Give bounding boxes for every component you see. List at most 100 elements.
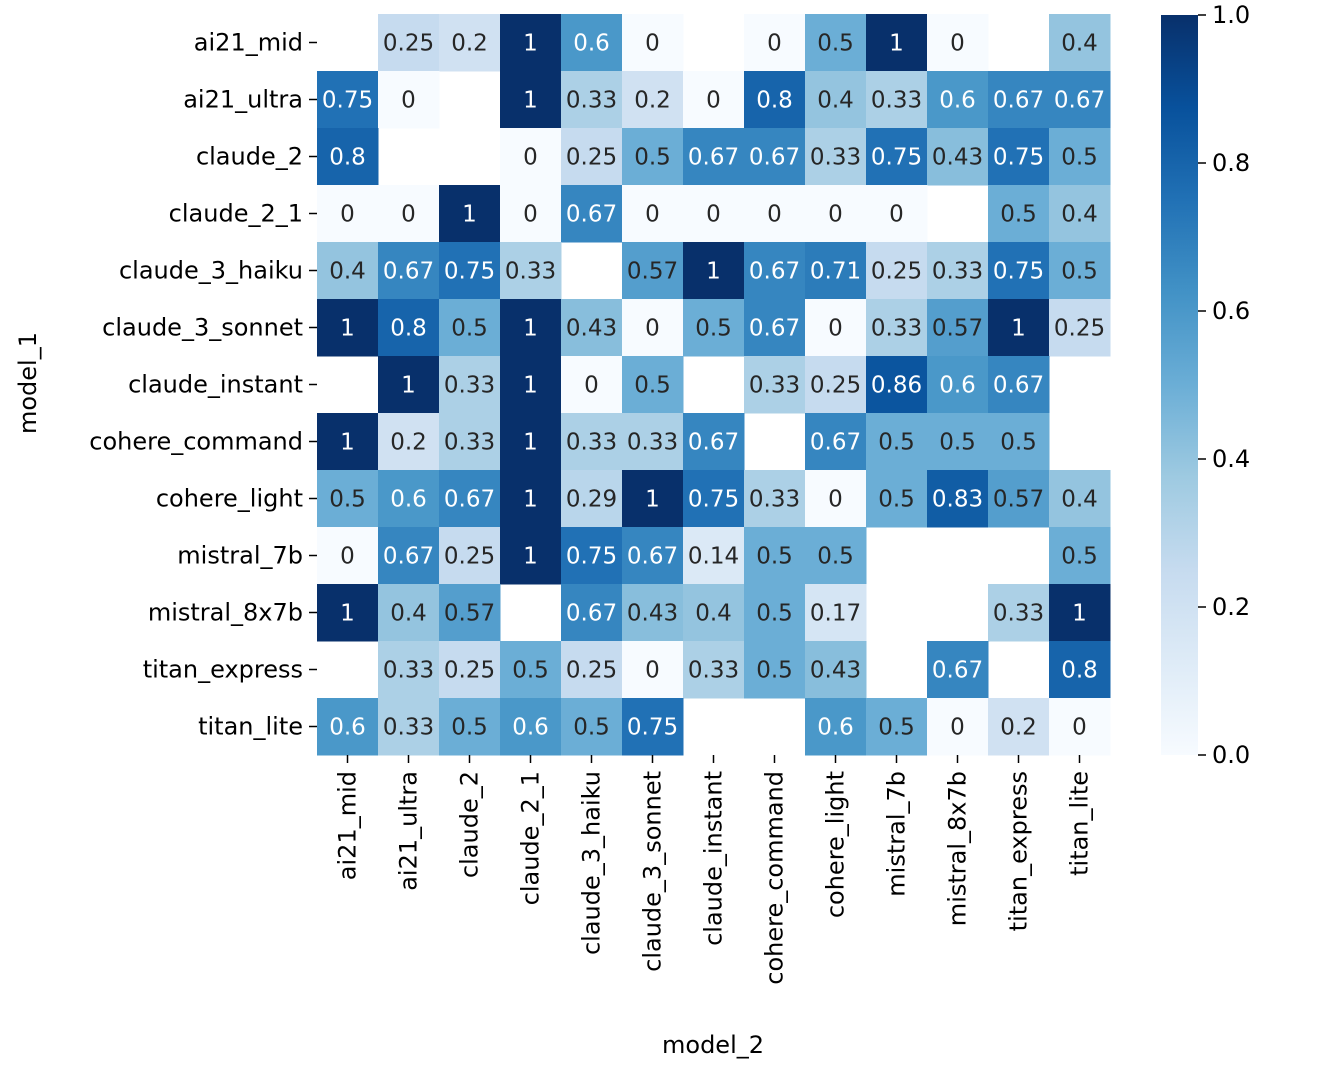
heatmap-cell [866, 14, 928, 72]
colorbar-tick-label: 0.0 [1212, 741, 1250, 769]
cell-value-label: 0.33 [383, 658, 434, 684]
cell-value-label: 0 [340, 202, 355, 228]
heatmap-cell [683, 242, 745, 300]
cell-value-label: 0 [889, 202, 904, 228]
cell-value-label: 0.75 [993, 259, 1044, 285]
heatmap-cell [988, 698, 1050, 756]
heatmap-cell [561, 356, 623, 414]
cell-value-label: 0.67 [749, 316, 800, 342]
cell-value-label: 0.2 [1000, 715, 1037, 741]
x-tick-label: titan_lite [1066, 771, 1094, 876]
cell-value-label: 0.33 [688, 658, 739, 684]
heatmap-cell [805, 299, 867, 357]
cell-value-label: 0.25 [566, 145, 617, 171]
cell-value-label: 0.67 [993, 88, 1044, 114]
heatmap-cell [866, 413, 928, 471]
cell-value-label: 0 [706, 202, 721, 228]
heatmap-cell [1049, 698, 1111, 756]
heatmap-cell [378, 185, 440, 243]
cell-value-label: 0.5 [878, 715, 915, 741]
heatmap-cell [1049, 185, 1111, 243]
cell-value-label: 0.43 [932, 145, 983, 171]
heatmap-cell [622, 698, 684, 756]
heatmap-cell [988, 242, 1050, 300]
heatmap-cell [988, 413, 1050, 471]
heatmap-cell [500, 185, 562, 243]
heatmap-cell [866, 470, 928, 528]
heatmap-cell [378, 413, 440, 471]
cell-value-label: 0.6 [817, 715, 854, 741]
heatmap-cell [927, 698, 989, 756]
cell-value-label: 0.5 [878, 430, 915, 456]
cell-value-label: 0.4 [1061, 487, 1098, 513]
cell-value-label: 0.5 [634, 145, 671, 171]
cell-value-label: 0.5 [695, 316, 732, 342]
heatmap-cell [378, 470, 440, 528]
cell-value-label: 0.75 [993, 145, 1044, 171]
cell-value-label: 0.33 [932, 259, 983, 285]
cell-value-label: 0.6 [573, 31, 610, 57]
heatmap-cell [317, 299, 379, 357]
heatmap-cell [561, 14, 623, 72]
heatmap-cell [805, 242, 867, 300]
heatmap-cell [439, 14, 501, 72]
heatmap-cell [500, 413, 562, 471]
heatmap-cell [805, 185, 867, 243]
cell-value-label: 0 [828, 487, 843, 513]
cell-value-label: 0.75 [688, 487, 739, 513]
heatmap-cell [1049, 242, 1111, 300]
cell-value-label: 0 [767, 202, 782, 228]
cell-value-label: 0.8 [756, 88, 793, 114]
heatmap-cell [866, 299, 928, 357]
x-axis: ai21_mid ai21_ultra claude_2 claude_2_1 clau… [334, 755, 1094, 985]
cell-value-label: 1 [1072, 601, 1087, 627]
cell-value-label: 0 [584, 373, 599, 399]
heatmap-cell [622, 185, 684, 243]
heatmap-cell [927, 242, 989, 300]
y-tick-label: cohere_light [156, 485, 303, 513]
cell-value-label: 0.5 [1000, 430, 1037, 456]
cell-value-label: 0.5 [634, 373, 671, 399]
cell-value-label: 0 [523, 145, 538, 171]
heatmap-cell [805, 470, 867, 528]
heatmap-cell [622, 14, 684, 72]
heatmap-cell [1049, 299, 1111, 357]
colorbar-tick-label: 0.2 [1212, 593, 1250, 621]
cell-value-label: 0.6 [390, 487, 427, 513]
heatmap-cell [317, 128, 379, 186]
heatmap-cell [988, 71, 1050, 129]
heatmap-cell [378, 641, 440, 699]
cell-value-label: 0.33 [383, 715, 434, 741]
heatmap-cell [561, 185, 623, 243]
y-tick-label: titan_express [143, 656, 303, 684]
cell-value-label: 1 [340, 430, 355, 456]
heatmap-cell [805, 698, 867, 756]
cell-value-label: 1 [645, 487, 660, 513]
x-tick-label: claude_2_1 [517, 771, 545, 905]
heatmap-cell [378, 71, 440, 129]
colorbar-tick-label: 0.8 [1212, 149, 1250, 177]
cell-value-label: 0.14 [688, 544, 739, 570]
cell-value-label: 0.33 [871, 88, 922, 114]
cell-value-label: 1 [340, 316, 355, 342]
heatmap-cell [1049, 71, 1111, 129]
cell-value-label: 0.67 [444, 487, 495, 513]
heatmap-cell [622, 641, 684, 699]
cell-value-label: 0.5 [1000, 202, 1037, 228]
cell-value-label: 0.5 [451, 715, 488, 741]
cell-value-label: 0.2 [390, 430, 427, 456]
heatmap-cell [378, 698, 440, 756]
cell-value-label: 0.86 [871, 373, 922, 399]
heatmap-cell [317, 71, 379, 129]
cell-value-label: 0.4 [817, 88, 854, 114]
heatmap-cell [439, 299, 501, 357]
cell-value-label: 0.6 [512, 715, 549, 741]
cell-value-label: 0.25 [810, 373, 861, 399]
colorbar-tick-label: 0.4 [1212, 445, 1250, 473]
heatmap-cell [805, 71, 867, 129]
heatmap-cell [866, 242, 928, 300]
heatmap-cell [988, 470, 1050, 528]
cell-value-label: 0.5 [1061, 145, 1098, 171]
cell-value-label: 0 [523, 202, 538, 228]
x-tick-label: ai21_ultra [395, 771, 423, 891]
